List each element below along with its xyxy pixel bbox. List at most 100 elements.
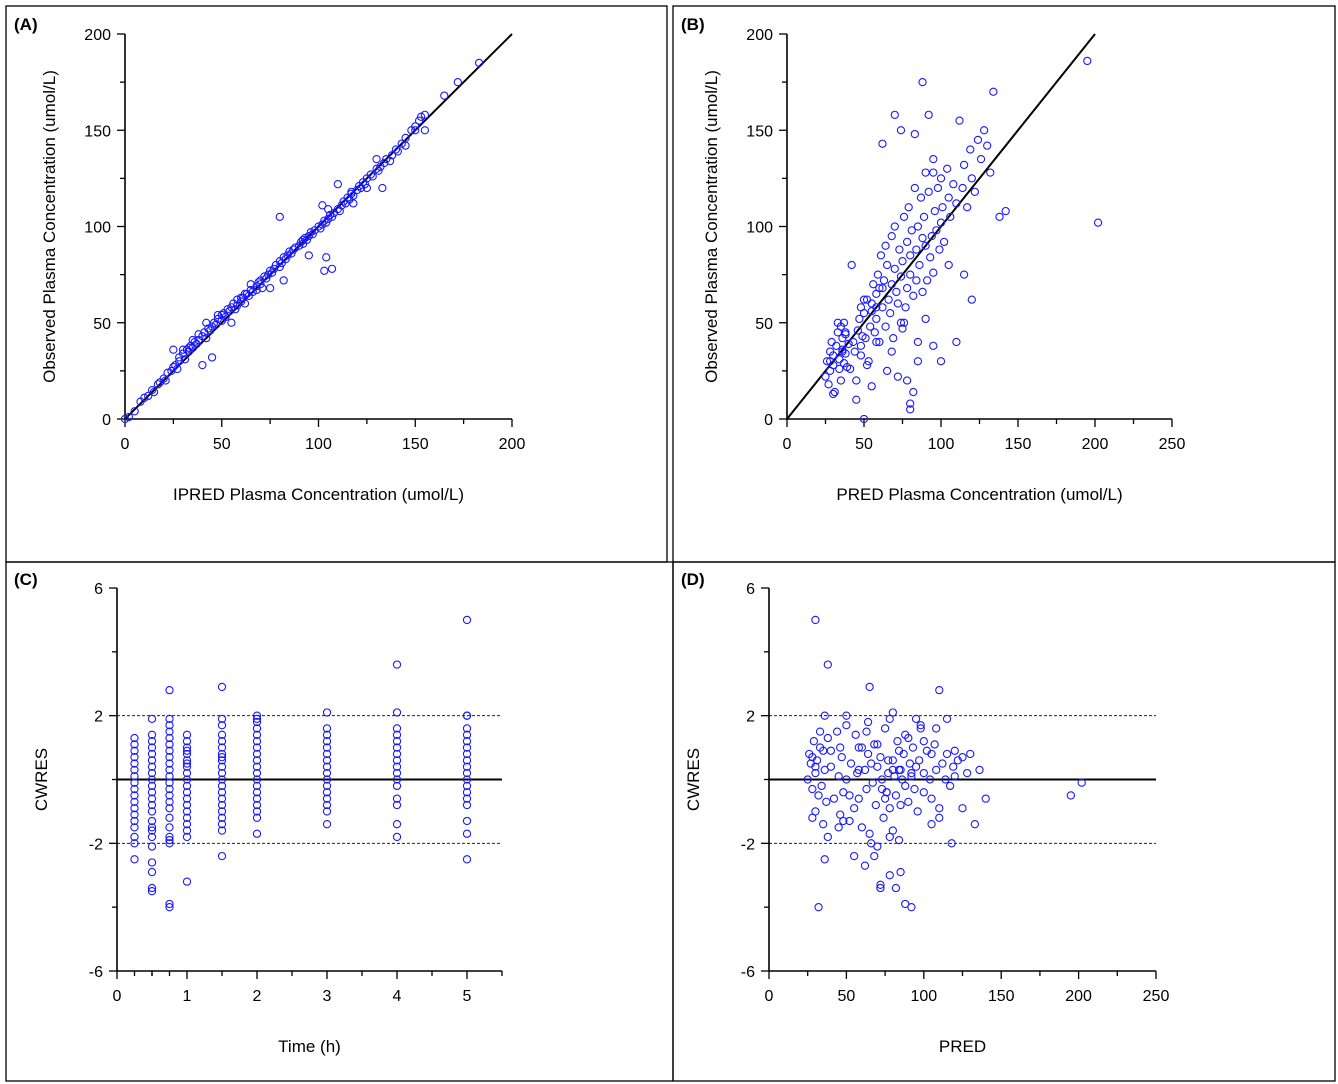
x-tick-label: 50 <box>838 988 856 1005</box>
data-point <box>885 714 894 724</box>
data-point <box>979 126 989 135</box>
data-point <box>130 740 139 749</box>
data-point <box>392 820 402 829</box>
data-point <box>878 283 887 293</box>
data-point <box>217 310 226 320</box>
data-point <box>182 832 192 842</box>
data-point <box>167 366 176 376</box>
data-point <box>147 842 157 851</box>
data-point <box>165 759 174 768</box>
data-point <box>411 126 420 135</box>
data-point <box>440 91 449 100</box>
y-tick-label: 200 <box>84 27 111 44</box>
data-point <box>995 212 1004 222</box>
data-point <box>165 746 174 755</box>
data-point <box>803 775 812 784</box>
data-point <box>864 357 873 366</box>
data-point <box>130 759 139 768</box>
data-point <box>832 341 841 350</box>
x-tick-label: 100 <box>305 436 332 453</box>
data-point <box>902 376 912 385</box>
x-tick-label: 200 <box>1065 988 1092 1005</box>
data-point <box>915 756 924 765</box>
data-point <box>873 740 882 749</box>
data-point <box>462 855 472 864</box>
data-point <box>392 756 402 765</box>
data-point <box>130 407 139 416</box>
data-point <box>916 724 925 733</box>
data-point <box>147 816 157 826</box>
data-point <box>165 685 174 695</box>
data-point <box>252 717 262 727</box>
panel-frame <box>5 5 668 563</box>
y-tick-label: 0 <box>102 412 111 429</box>
data-point <box>970 187 980 196</box>
data-point <box>165 797 174 806</box>
data-point <box>205 326 215 335</box>
data-point <box>275 212 284 222</box>
data-point <box>159 374 168 383</box>
data-point <box>308 230 317 239</box>
data-point <box>392 832 402 842</box>
data-point <box>927 820 936 829</box>
data-point <box>882 788 891 797</box>
data-point <box>881 322 890 331</box>
data-point <box>372 164 381 173</box>
data-point <box>933 183 943 193</box>
data-point <box>252 781 262 791</box>
data-point <box>202 333 211 343</box>
y-tick-label: 0 <box>764 412 773 429</box>
data-point <box>870 328 879 337</box>
data-point <box>935 685 944 695</box>
data-point <box>227 303 236 312</box>
data-point <box>420 110 430 119</box>
data-point <box>857 823 867 832</box>
data-point <box>1093 218 1103 227</box>
chart-panel-c: (C) 0 1 2 3 4 5 -6 -2 2 6 Time (h) CWRES <box>5 561 674 1082</box>
data-point <box>462 788 472 797</box>
data-point <box>823 660 832 669</box>
data-point <box>899 212 909 222</box>
data-point <box>248 287 257 297</box>
data-point <box>888 765 897 775</box>
data-point <box>927 749 936 759</box>
data-point <box>856 351 866 360</box>
data-point <box>893 372 903 381</box>
x-tick-label: 3 <box>323 988 332 1005</box>
data-point <box>896 800 905 810</box>
data-point <box>857 743 867 752</box>
data-point <box>955 116 964 125</box>
data-point <box>829 389 838 399</box>
data-point <box>916 193 926 202</box>
data-point <box>865 829 874 838</box>
data-point <box>462 711 472 720</box>
data-point <box>904 733 913 743</box>
data-point <box>952 199 961 208</box>
data-point <box>322 730 332 739</box>
data-point <box>958 753 967 762</box>
data-point <box>894 835 904 845</box>
data-point <box>194 330 203 339</box>
data-point <box>397 139 406 148</box>
data-point <box>474 58 484 68</box>
data-point <box>872 303 881 312</box>
data-point <box>147 867 157 877</box>
data-point <box>264 270 273 279</box>
data-point <box>462 829 472 838</box>
data-point <box>262 274 271 283</box>
data-point <box>147 730 157 739</box>
data-point <box>165 778 174 787</box>
data-point <box>854 765 863 775</box>
data-point <box>182 800 192 810</box>
data-point <box>865 682 874 692</box>
data-point <box>856 341 866 350</box>
data-point <box>929 341 938 350</box>
data-point <box>252 714 262 724</box>
data-point <box>907 768 916 778</box>
data-point <box>392 660 402 669</box>
data-point <box>462 781 472 791</box>
data-point <box>322 253 331 262</box>
data-point <box>949 179 958 189</box>
data-point <box>322 775 332 784</box>
data-point <box>182 730 192 739</box>
